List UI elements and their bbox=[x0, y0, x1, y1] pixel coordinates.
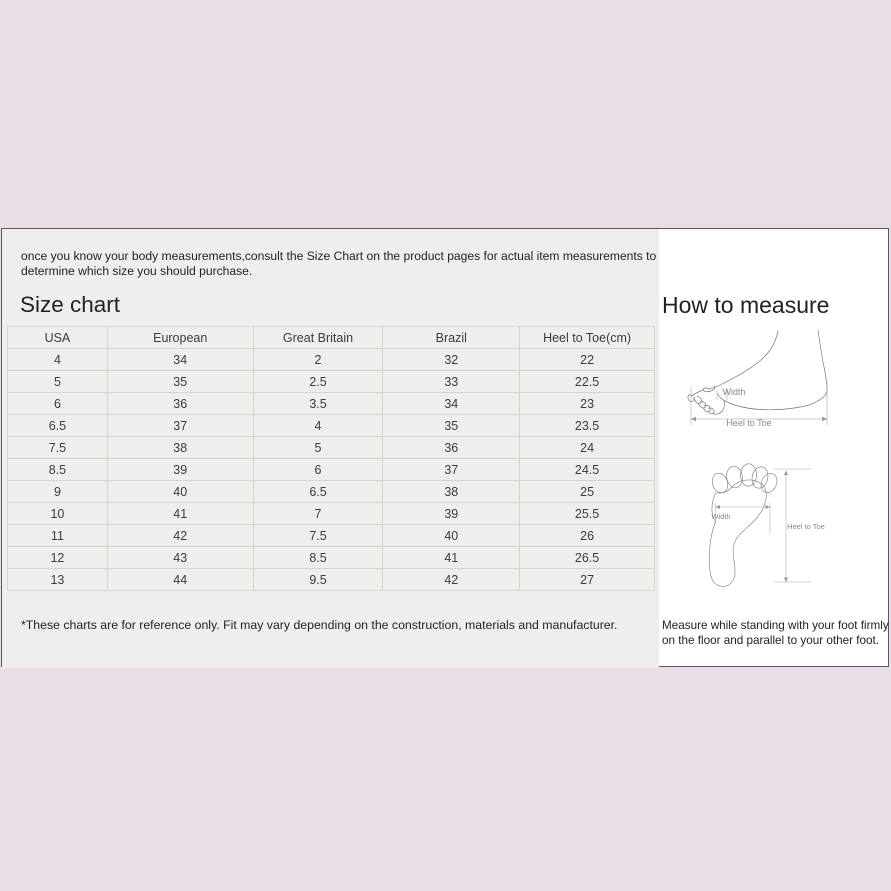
svg-text:Heel to Toe: Heel to Toe bbox=[726, 418, 771, 428]
svg-text:Heel to Toe: Heel to Toe bbox=[787, 522, 825, 531]
svg-text:Width: Width bbox=[711, 512, 730, 521]
svg-text:Width: Width bbox=[722, 387, 745, 397]
